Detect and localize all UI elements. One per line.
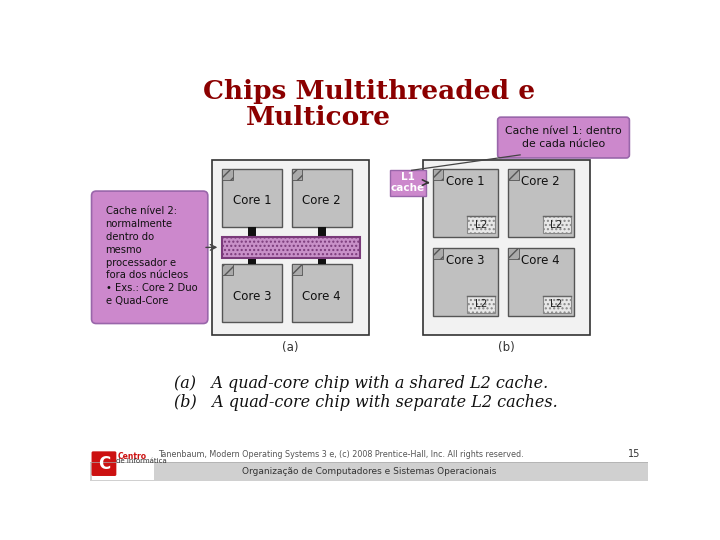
FancyBboxPatch shape [222,168,282,226]
FancyBboxPatch shape [90,462,648,481]
FancyBboxPatch shape [467,217,495,233]
Text: Organização de Computadores e Sistemas Operacionais: Organização de Computadores e Sistemas O… [242,467,496,476]
Text: 15: 15 [628,449,640,460]
Text: Tanenbaum, Modern Operating Systems 3 e, (c) 2008 Prentice-Hall, Inc. All rights: Tanenbaum, Modern Operating Systems 3 e,… [158,450,524,459]
FancyBboxPatch shape [433,248,498,316]
FancyBboxPatch shape [222,264,233,275]
Text: L2: L2 [475,220,487,230]
Text: Centro: Centro [118,452,147,461]
FancyBboxPatch shape [508,248,518,259]
FancyBboxPatch shape [292,168,302,179]
Text: L2: L2 [550,220,563,230]
FancyBboxPatch shape [212,159,369,335]
Text: Multicore: Multicore [246,105,391,130]
Text: Chips Multithreaded e: Chips Multithreaded e [203,79,535,104]
FancyBboxPatch shape [292,264,352,322]
FancyBboxPatch shape [318,258,325,264]
FancyBboxPatch shape [91,191,208,323]
FancyBboxPatch shape [508,248,574,316]
Text: (b): (b) [498,341,515,354]
FancyBboxPatch shape [91,443,153,480]
Text: (a): (a) [282,341,299,354]
FancyBboxPatch shape [222,264,233,275]
Text: Core 4: Core 4 [302,289,341,303]
Text: Core 1: Core 1 [446,174,485,187]
Text: Cache nível 2:
normalmente
dentro do
mesmo
processador e
fora dos núcleos
• Exs.: Cache nível 2: normalmente dentro do mes… [106,206,197,306]
FancyBboxPatch shape [433,168,498,237]
FancyBboxPatch shape [467,296,495,313]
FancyBboxPatch shape [222,168,233,179]
Text: Core 2: Core 2 [521,174,560,187]
Text: Core 2: Core 2 [302,194,341,207]
FancyBboxPatch shape [222,237,360,258]
FancyBboxPatch shape [508,168,518,179]
FancyBboxPatch shape [292,168,302,179]
FancyBboxPatch shape [543,296,570,313]
FancyBboxPatch shape [433,248,444,259]
FancyBboxPatch shape [498,117,629,158]
FancyBboxPatch shape [543,217,570,233]
Text: L1
cache: L1 cache [391,172,425,193]
FancyBboxPatch shape [292,264,302,275]
Text: Core 1: Core 1 [233,194,271,207]
Text: (b)   A quad-core chip with separate L2 caches.: (b) A quad-core chip with separate L2 ca… [174,394,557,411]
FancyBboxPatch shape [292,264,302,275]
FancyBboxPatch shape [222,168,233,179]
Text: C: C [98,455,110,472]
FancyBboxPatch shape [292,168,352,226]
Text: Core 3: Core 3 [233,289,271,303]
FancyBboxPatch shape [222,264,282,322]
FancyBboxPatch shape [390,170,426,195]
FancyBboxPatch shape [248,258,256,264]
Text: Cache nível 1: dentro
de cada núcleo: Cache nível 1: dentro de cada núcleo [505,126,622,149]
FancyBboxPatch shape [508,168,574,237]
Text: L2: L2 [475,299,487,309]
FancyBboxPatch shape [423,159,590,335]
Text: L2: L2 [550,299,563,309]
FancyBboxPatch shape [248,226,256,237]
FancyBboxPatch shape [91,451,117,476]
FancyBboxPatch shape [433,168,444,179]
FancyBboxPatch shape [318,226,325,237]
Text: Core 4: Core 4 [521,254,560,267]
Text: de Informática: de Informática [116,458,166,464]
Text: (a)   A quad-core chip with a shared L2 cache.: (a) A quad-core chip with a shared L2 ca… [174,375,548,392]
Text: Core 3: Core 3 [446,254,485,267]
